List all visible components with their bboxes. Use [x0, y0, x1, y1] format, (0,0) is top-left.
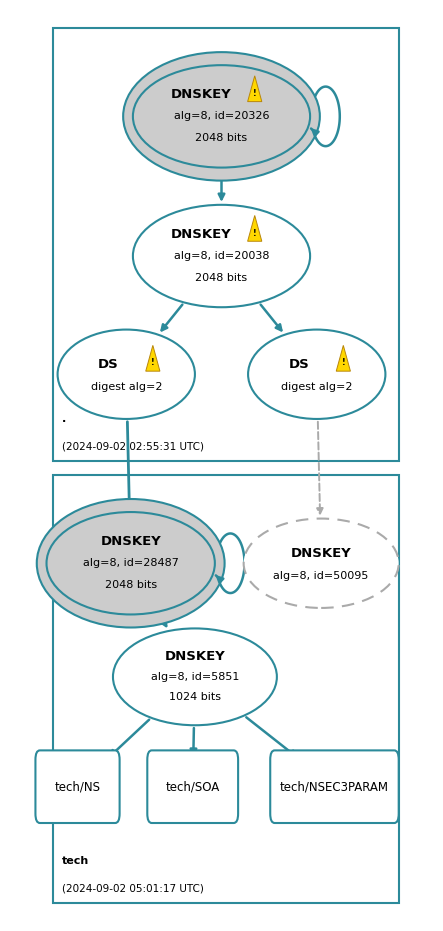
Text: .: .	[62, 413, 66, 424]
Ellipse shape	[113, 628, 277, 725]
Text: alg=8, id=20326: alg=8, id=20326	[174, 112, 269, 121]
Text: !: !	[253, 88, 256, 98]
Text: tech: tech	[62, 856, 89, 866]
Text: tech/NS: tech/NS	[54, 780, 101, 793]
Text: DNSKEY: DNSKEY	[171, 88, 232, 101]
Text: alg=8, id=28487: alg=8, id=28487	[83, 559, 179, 568]
Text: !: !	[342, 358, 345, 368]
Text: DNSKEY: DNSKEY	[171, 228, 232, 241]
Text: 1024 bits: 1024 bits	[169, 692, 221, 702]
FancyBboxPatch shape	[53, 475, 399, 903]
Text: DNSKEY: DNSKEY	[100, 535, 161, 548]
Text: (2024-09-02 02:55:31 UTC): (2024-09-02 02:55:31 UTC)	[62, 441, 204, 452]
Ellipse shape	[133, 205, 310, 307]
FancyBboxPatch shape	[35, 750, 120, 823]
Text: 2048 bits: 2048 bits	[195, 273, 248, 282]
Polygon shape	[248, 75, 262, 101]
Ellipse shape	[123, 52, 320, 181]
Ellipse shape	[47, 512, 215, 614]
Text: digest alg=2: digest alg=2	[281, 382, 353, 392]
Text: alg=8, id=5851: alg=8, id=5851	[151, 672, 239, 681]
FancyBboxPatch shape	[147, 750, 238, 823]
Text: tech/NSEC3PARAM: tech/NSEC3PARAM	[280, 780, 389, 793]
Text: tech/SOA: tech/SOA	[166, 780, 220, 793]
Text: 2048 bits: 2048 bits	[105, 580, 157, 589]
Text: DNSKEY: DNSKEY	[164, 650, 225, 663]
Ellipse shape	[248, 330, 385, 419]
Polygon shape	[248, 215, 262, 241]
Text: DS: DS	[98, 358, 119, 371]
FancyBboxPatch shape	[270, 750, 399, 823]
FancyBboxPatch shape	[53, 28, 399, 461]
Ellipse shape	[244, 519, 399, 608]
Text: 2048 bits: 2048 bits	[195, 133, 248, 142]
Text: DS: DS	[289, 358, 309, 371]
Text: alg=8, id=50095: alg=8, id=50095	[273, 571, 369, 581]
Text: !: !	[151, 358, 155, 368]
Polygon shape	[146, 345, 160, 371]
Text: (2024-09-02 05:01:17 UTC): (2024-09-02 05:01:17 UTC)	[62, 884, 204, 894]
Text: digest alg=2: digest alg=2	[90, 382, 162, 392]
Text: !: !	[253, 228, 256, 237]
Ellipse shape	[133, 65, 310, 168]
Text: alg=8, id=20038: alg=8, id=20038	[174, 251, 269, 261]
Text: DNSKEY: DNSKEY	[291, 546, 352, 560]
Ellipse shape	[37, 499, 225, 627]
Polygon shape	[336, 345, 350, 371]
Ellipse shape	[58, 330, 195, 419]
